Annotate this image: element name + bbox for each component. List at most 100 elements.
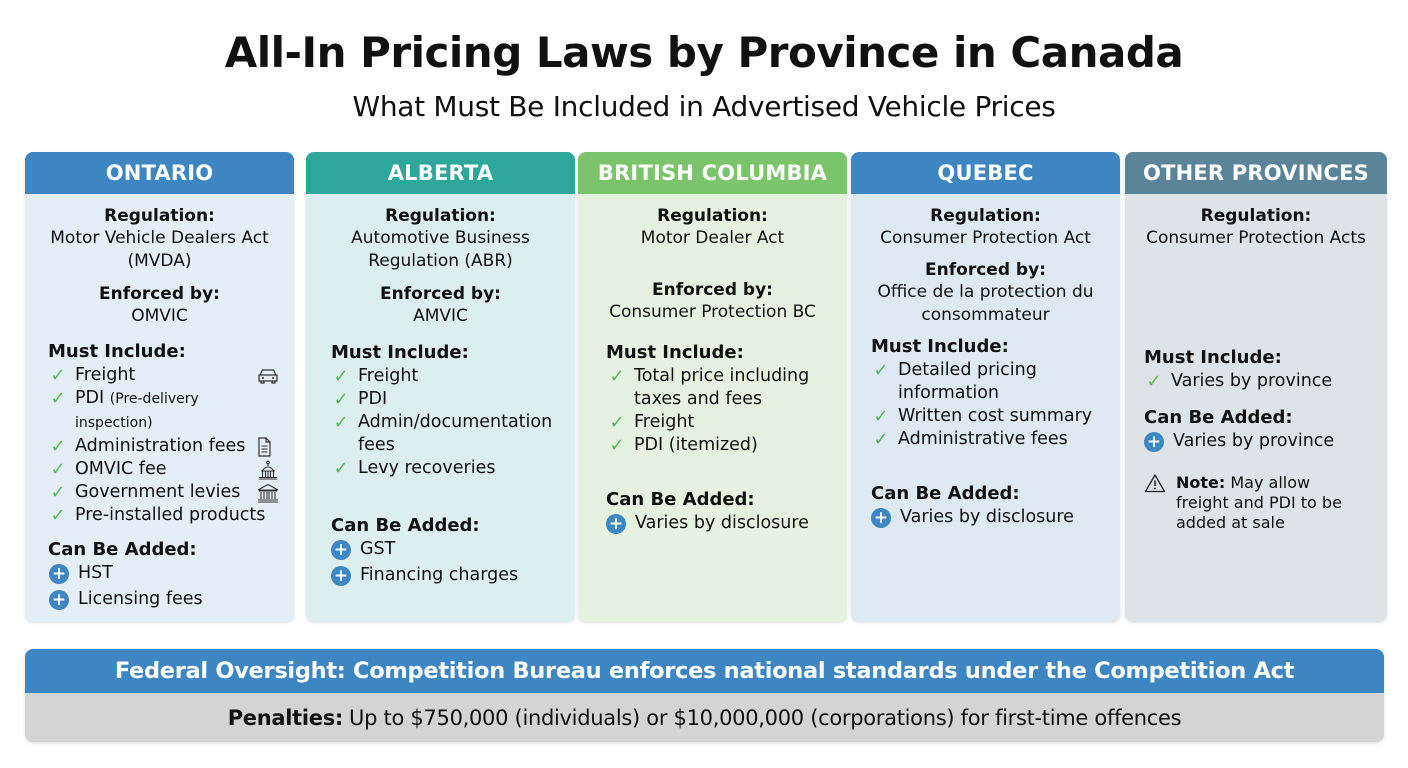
list-item: + HST — [49, 562, 280, 585]
list-item: ✓ PDI (Pre-delivery inspection) — [47, 387, 280, 435]
can-be-added-list: + GST + Financing charges — [320, 538, 561, 587]
list-item: + Licensing fees — [49, 588, 280, 611]
list-item: ✓ Detailed pricing information — [870, 359, 1106, 405]
penalties-text: Up to $750,000 (individuals) or $10,000,… — [349, 705, 1182, 730]
must-include-list: ✓ Total price including taxes and fees ✓ F… — [592, 365, 833, 457]
check-icon: ✓ — [50, 482, 66, 503]
check-icon: ✓ — [50, 365, 66, 386]
can-be-added-list: + Varies by disclosure — [865, 506, 1106, 529]
card-header-alberta: ALBERTA — [306, 152, 575, 194]
list-item: + Financing charges — [331, 564, 561, 587]
must-include-list: ✓ Varies by province — [1139, 370, 1373, 393]
enforced-by-label: Enforced by: — [652, 280, 773, 300]
car-icon — [258, 369, 278, 384]
check-icon: ✓ — [333, 412, 349, 433]
regulation-value: Consumer Protection Act — [880, 228, 1091, 248]
regulation-label: Regulation: — [657, 206, 768, 226]
card-quebec: QUEBEC Regulation: Consumer Protection A… — [851, 152, 1120, 622]
list-item: ✓ Written cost summary — [870, 405, 1106, 428]
regulation-value: Motor Vehicle Dealers Act (MVDA) — [50, 228, 269, 271]
enforced-by-value: Office de la protection du consommateur — [877, 282, 1094, 325]
enforced-by-value: OMVIC — [131, 306, 188, 326]
regulation-label: Regulation: — [385, 206, 496, 226]
list-item: ✓ Levy recoveries — [330, 457, 561, 480]
check-icon: ✓ — [50, 505, 66, 526]
list-item: ✓ Freight — [47, 364, 280, 387]
page-title: All-In Pricing Laws by Province in Canad… — [224, 28, 1184, 77]
must-include-list: ✓ Freight ✓ PDI (Pre-delivery inspection… — [39, 364, 280, 527]
regulation-label: Regulation: — [1200, 206, 1312, 226]
plus-icon: + — [871, 508, 891, 528]
can-be-added-list: + Varies by disclosure — [592, 512, 833, 535]
list-item: ✓ PDI — [330, 388, 561, 411]
check-icon: ✓ — [873, 406, 889, 427]
note-text: May allow freight and PDI to be added at… — [1176, 473, 1342, 532]
note-label: Note: — [1176, 473, 1226, 492]
enforced-by-label: Enforced by: — [925, 260, 1046, 280]
enforced-by-value: Consumer Protection BC — [609, 302, 816, 322]
can-be-added-list: + Varies by province — [1139, 430, 1373, 453]
check-icon: ✓ — [333, 389, 349, 410]
must-include-heading: Must Include: — [606, 342, 744, 363]
list-item: ✓ Pre-installed products — [47, 504, 280, 527]
plus-icon: + — [49, 590, 69, 610]
enforced-by-value: AMVIC — [413, 306, 468, 326]
capitol-building-icon — [259, 460, 277, 480]
document-icon — [258, 437, 271, 457]
check-icon: ✓ — [609, 435, 625, 456]
federal-oversight-text: Federal Oversight: Competition Bureau en… — [25, 649, 1384, 693]
warning-icon — [1144, 474, 1166, 493]
card-british-columbia: BRITISH COLUMBIA Regulation: Motor Deale… — [578, 152, 847, 622]
enforced-by-label: Enforced by: — [380, 284, 501, 304]
must-include-heading: Must Include: — [331, 342, 469, 363]
list-item: ✓ Administration fees — [47, 435, 280, 458]
province-cards: ONTARIO Regulation: Motor Vehicle Dealer… — [25, 152, 1387, 622]
federal-oversight-banner: Federal Oversight: Competition Bureau en… — [25, 649, 1384, 742]
regulation-label: Regulation: — [930, 206, 1041, 226]
check-icon: ✓ — [609, 412, 625, 433]
check-icon: ✓ — [873, 429, 889, 450]
check-icon: ✓ — [50, 388, 66, 409]
page-subtitle: What Must Be Included in Advertised Vehi… — [352, 90, 1056, 123]
list-item: ✓ Government levies — [47, 481, 280, 504]
regulation-value: Motor Dealer Act — [640, 228, 785, 248]
must-include-list: ✓ Freight ✓ PDI ✓ Admin/documentation fees … — [320, 365, 561, 480]
list-item: ✓ Varies by province — [1143, 370, 1373, 393]
penalties-bar: Penalties: Up to $750,000 (individuals) … — [25, 693, 1384, 742]
regulation-value: Automotive Business Regulation (ABR) — [351, 228, 530, 271]
check-icon: ✓ — [333, 366, 349, 387]
card-header-british-columbia: BRITISH COLUMBIA — [578, 152, 847, 194]
must-include-heading: Must Include: — [48, 341, 186, 362]
list-item: + Varies by disclosure — [606, 512, 833, 535]
list-item: ✓ Administrative fees — [870, 428, 1106, 451]
card-header-ontario: ONTARIO — [25, 152, 294, 194]
check-icon: ✓ — [609, 366, 625, 387]
card-other-provinces: OTHER PROVINCES Regulation: Consumer Pro… — [1125, 152, 1387, 622]
check-icon: ✓ — [873, 360, 889, 381]
plus-icon: + — [1144, 432, 1164, 452]
check-icon: ✓ — [50, 436, 66, 457]
can-be-added-heading: Can Be Added: — [331, 515, 480, 536]
list-item: + GST — [331, 538, 561, 561]
list-item: ✓ Admin/documentation fees — [330, 411, 561, 457]
plus-icon: + — [331, 566, 351, 586]
regulation-value: Consumer Protection Acts — [1146, 228, 1366, 248]
list-item: ✓ Total price including taxes and fees — [606, 365, 833, 411]
must-include-list: ✓ Detailed pricing information ✓ Written c… — [865, 359, 1106, 451]
card-ontario: ONTARIO Regulation: Motor Vehicle Dealer… — [25, 152, 294, 622]
plus-icon: + — [331, 540, 351, 560]
plus-icon: + — [49, 564, 69, 584]
card-alberta: ALBERTA Regulation: Automotive Business … — [306, 152, 575, 622]
check-icon: ✓ — [333, 458, 349, 479]
list-item: + Varies by disclosure — [871, 506, 1106, 529]
check-icon: ✓ — [50, 459, 66, 480]
must-include-heading: Must Include: — [1144, 347, 1282, 368]
check-icon: ✓ — [1146, 371, 1162, 392]
list-item: ✓ OMVIC fee — [47, 458, 280, 481]
card-header-quebec: QUEBEC — [851, 152, 1120, 194]
enforced-by-label: Enforced by: — [99, 284, 220, 304]
card-header-other-provinces: OTHER PROVINCES — [1125, 152, 1387, 194]
list-item: ✓ Freight — [606, 411, 833, 434]
regulation-label: Regulation: — [104, 206, 215, 226]
must-include-heading: Must Include: — [871, 336, 1009, 357]
